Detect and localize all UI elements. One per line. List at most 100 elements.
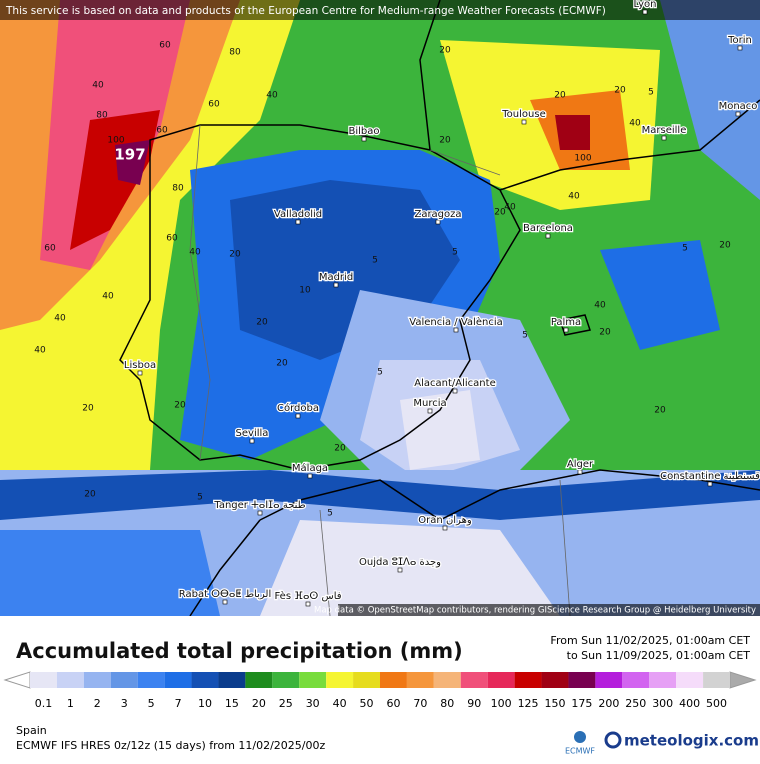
legend-swatch xyxy=(460,672,488,688)
city-label: Murcia xyxy=(413,398,446,409)
contour-label: 40 xyxy=(629,119,641,129)
city-marker xyxy=(333,282,339,288)
contour-label: 100 xyxy=(574,154,591,164)
contour-label: 40 xyxy=(92,81,104,91)
legend-label: 100 xyxy=(491,697,512,710)
legend-swatch xyxy=(30,672,57,688)
max-label: 197 xyxy=(114,146,145,164)
city-label: Marseille xyxy=(642,125,687,136)
legend-label: 25 xyxy=(279,697,293,710)
city-label: Bilbao xyxy=(348,126,379,137)
city-marker xyxy=(305,601,311,607)
city-label: Lyon xyxy=(633,0,656,10)
city-label: Monaco xyxy=(719,101,758,112)
legend-swatch xyxy=(137,672,165,688)
contour-label: 40 xyxy=(102,292,114,302)
contour-label: 5 xyxy=(372,256,378,266)
legend-swatch xyxy=(56,672,84,688)
legend-label: 5 xyxy=(148,697,155,710)
region: Spain xyxy=(16,724,47,737)
attribution: Map data © OpenStreetMap contributors, r… xyxy=(314,606,756,616)
city-label: Málaga xyxy=(292,462,328,474)
city-marker xyxy=(137,370,143,376)
city-label: Valencia / València xyxy=(409,316,502,328)
city-label: Torin xyxy=(727,35,752,46)
contour-label: 60 xyxy=(156,126,168,136)
city-label: Barcelona xyxy=(523,223,573,234)
legend-label: 15 xyxy=(225,697,239,710)
city-marker xyxy=(249,438,255,444)
legend-label: 175 xyxy=(571,697,592,710)
legend-swatch xyxy=(191,672,219,688)
legend-label: 0.1 xyxy=(35,697,53,710)
legend-label: 250 xyxy=(625,697,646,710)
contour-label: 40 xyxy=(54,314,66,324)
legend-swatch xyxy=(433,672,461,688)
legend-swatch xyxy=(299,672,327,688)
map-background xyxy=(0,0,760,616)
city-label: Tanger ⵜⴰⵏⵊⴰ طنجة xyxy=(213,500,305,511)
contour-label: 60 xyxy=(166,234,178,244)
contour-label: 5 xyxy=(452,248,458,258)
attribution-bg xyxy=(338,604,760,616)
city-marker xyxy=(452,388,458,394)
legend-swatch xyxy=(595,672,623,688)
legend-label: 125 xyxy=(518,697,539,710)
legend-swatch xyxy=(703,672,730,688)
ecmwf-logo: ECMWF xyxy=(565,747,595,756)
city-marker xyxy=(257,510,263,516)
legend-label: 30 xyxy=(306,697,320,710)
legend-swatch xyxy=(245,672,273,688)
city-label: Fès ⴼⴰⵙ فاس xyxy=(274,590,341,602)
contour-label: 80 xyxy=(96,111,108,121)
legend-label: 3 xyxy=(121,697,128,710)
city-label: Toulouse xyxy=(501,109,545,120)
legend-label: 90 xyxy=(467,697,481,710)
city-marker xyxy=(427,408,433,414)
brand-icon xyxy=(604,731,622,749)
contour-label: 60 xyxy=(208,100,220,110)
city-marker xyxy=(577,469,583,475)
contour-label: 20 xyxy=(229,250,241,260)
city-marker xyxy=(521,119,527,125)
contour-label: 5 xyxy=(648,88,654,98)
legend-swatch xyxy=(676,672,704,688)
contour-label: 20 xyxy=(719,241,731,251)
title: Accumulated total precipitation (mm) xyxy=(16,639,463,663)
contour-label: 40 xyxy=(34,346,46,356)
legend-label: 70 xyxy=(413,697,427,710)
legend-label: 1 xyxy=(67,697,74,710)
city-label: Palma xyxy=(551,317,581,328)
city-label: Córdoba xyxy=(277,402,319,414)
legend-label: 10 xyxy=(198,697,212,710)
legend-label: 2 xyxy=(94,697,101,710)
contour-label: 20 xyxy=(614,86,626,96)
contour-label: 20 xyxy=(276,359,288,369)
contour-label: 20 xyxy=(494,208,506,218)
city-label: Alacant/Alicante xyxy=(414,378,495,389)
contour-label: 10 xyxy=(299,286,311,296)
legend-label: 400 xyxy=(679,697,700,710)
contour-label: 5 xyxy=(522,331,528,341)
contour-label: 20 xyxy=(654,406,666,416)
legend-swatch xyxy=(568,672,596,688)
city-marker xyxy=(545,233,551,239)
legend-swatch xyxy=(514,672,542,688)
legend-label: 50 xyxy=(360,697,374,710)
contour-label: 20 xyxy=(84,490,96,500)
notice: This service is based on data and produc… xyxy=(5,5,606,17)
contour-label: 40 xyxy=(189,248,201,258)
city-label: Alger xyxy=(567,459,594,470)
legend-label: 80 xyxy=(440,697,454,710)
contour-label: 60 xyxy=(159,41,171,51)
contour-label: 5 xyxy=(682,244,688,254)
city-label: Lisboa xyxy=(124,360,156,371)
notice-bar xyxy=(0,0,760,20)
contour-label: 80 xyxy=(229,48,241,58)
legend-label: 40 xyxy=(333,697,347,710)
legend-label: 500 xyxy=(706,697,727,710)
city-marker xyxy=(735,111,741,117)
contour-label: 20 xyxy=(554,91,566,101)
legend-swatch xyxy=(272,672,300,688)
